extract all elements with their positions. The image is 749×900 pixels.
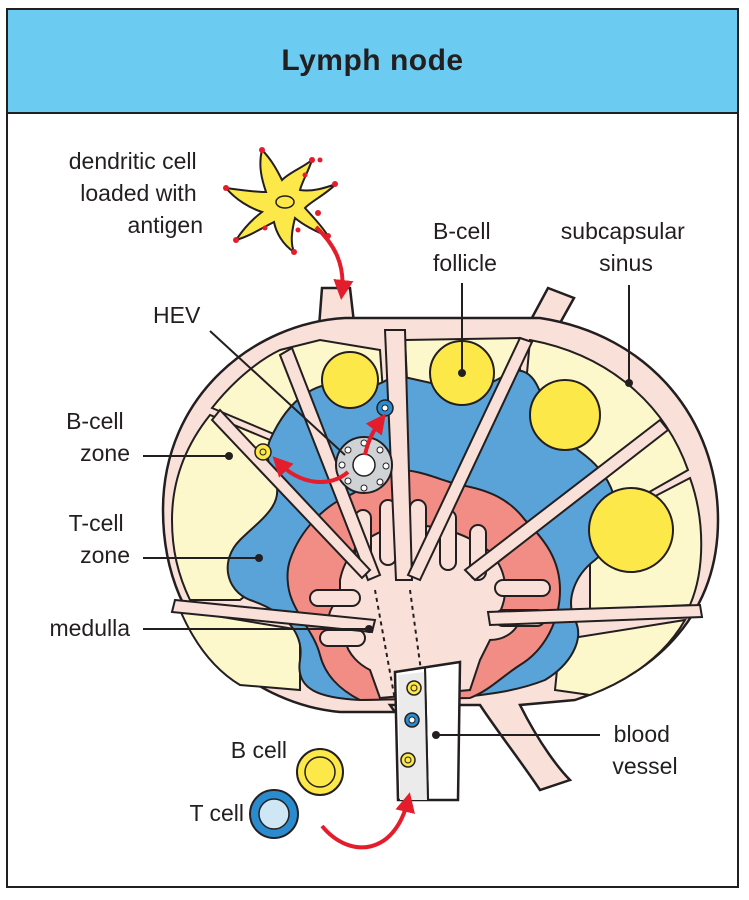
free-b-cell	[296, 748, 344, 796]
migrating-lymphocytes	[254, 399, 394, 461]
label-blood-vessel: blood vessel	[612, 721, 677, 779]
label-b-cell: B cell	[231, 737, 287, 763]
label-t-cell: T cell	[189, 800, 244, 826]
medulla-dashed-lines	[374, 589, 426, 701]
label-dendritic-cell: dendritic cell loaded with antigen	[69, 148, 203, 238]
leader-lines	[143, 283, 633, 739]
blood-vessel	[393, 660, 462, 802]
title-banner: Lymph node	[8, 10, 737, 114]
label-subcapsular-sinus: subcapsular sinus	[561, 218, 691, 276]
b-cell-follicles	[321, 340, 674, 573]
hev-structure	[335, 436, 393, 494]
label-b-cell-follicle: B-cell follicle	[433, 218, 497, 276]
dendritic-cell	[223, 147, 338, 255]
free-t-cell	[249, 789, 299, 839]
migration-arrows	[272, 225, 415, 850]
trabeculae	[170, 329, 704, 634]
label-t-cell-zone: T-cell zone	[69, 510, 130, 568]
label-hev: HEV	[153, 302, 201, 328]
figure-title: Lymph node	[281, 44, 464, 77]
label-medulla: medulla	[49, 615, 130, 641]
label-b-cell-zone: B-cell zone	[66, 408, 130, 466]
